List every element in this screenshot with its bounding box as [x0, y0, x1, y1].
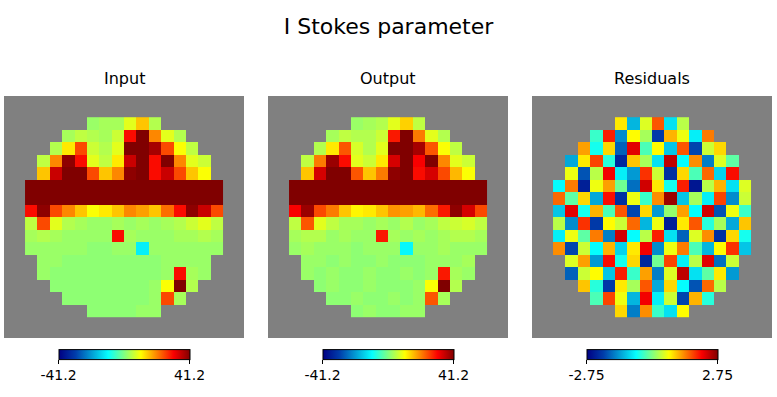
svg-text:I Stokes parameter: I Stokes parameter — [284, 14, 495, 39]
svg-text:Output: Output — [360, 69, 416, 88]
svg-text:-41.2: -41.2 — [40, 367, 76, 383]
svg-text:-41.2: -41.2 — [304, 367, 340, 383]
svg-text:-2.75: -2.75 — [568, 367, 604, 383]
svg-text:Input: Input — [104, 69, 145, 88]
svg-text:2.75: 2.75 — [702, 367, 733, 383]
svg-text:Residuals: Residuals — [614, 69, 690, 88]
svg-text:41.2: 41.2 — [438, 367, 469, 383]
svg-text:41.2: 41.2 — [174, 367, 205, 383]
